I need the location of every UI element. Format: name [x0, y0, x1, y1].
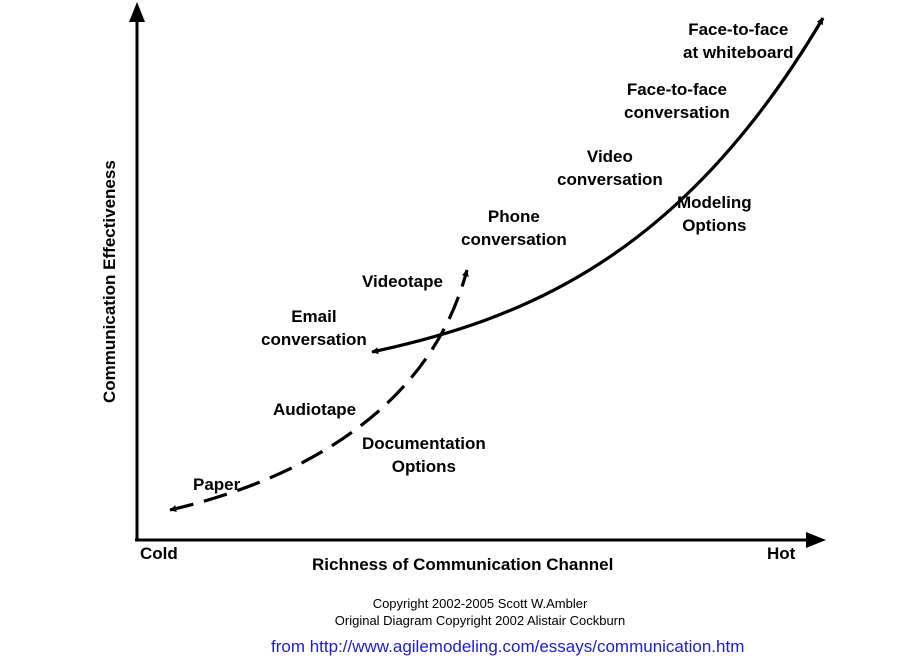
label-line: Video [586, 147, 633, 166]
label-line: Paper [193, 475, 241, 494]
copyright-line: Original Diagram Copyright 2002 Alistair… [334, 613, 626, 628]
label-line: Modeling [677, 193, 752, 212]
label-line: Face-to-face [688, 20, 789, 39]
label-documentation-options: Documentation Options [362, 432, 486, 478]
label-line: Face-to-face [626, 80, 727, 99]
documentation-options-curve [169, 269, 469, 512]
label-line: Phone [487, 207, 540, 226]
x-axis-title: Richness of Communication Channel [312, 555, 614, 574]
label-audiotape: Audiotape [273, 398, 356, 421]
source-link[interactable]: from http://www.agilemodeling.com/essays… [271, 637, 745, 656]
y-axis-title: Communication Effectiveness [100, 160, 119, 403]
x-axis-arrowhead [806, 532, 826, 548]
label-phone-conversation: Phone conversation [461, 205, 567, 251]
y-axis-arrowhead [129, 2, 145, 22]
label-video-conversation: Video conversation [557, 145, 663, 191]
x-axis-hot-label: Hot [767, 544, 796, 563]
label-line: conversation [624, 103, 730, 122]
label-line: Options [682, 216, 747, 235]
label-line: Email [291, 307, 337, 326]
label-paper: Paper [193, 473, 240, 496]
label-line: Documentation [362, 434, 486, 453]
copyright-notice: Copyright 2002-2005 Scott W.Ambler Origi… [300, 595, 660, 629]
x-axis-cold-label: Cold [140, 544, 178, 563]
label-videotape: Videotape [362, 270, 443, 293]
label-line: conversation [557, 170, 663, 189]
label-line: conversation [261, 330, 367, 349]
label-modeling-options: Modeling Options [677, 191, 752, 237]
copyright-line: Copyright 2002-2005 Scott W.Ambler [372, 596, 588, 611]
label-line: conversation [461, 230, 567, 249]
label-line: at whiteboard [683, 43, 794, 62]
label-email-conversation: Email conversation [261, 305, 367, 351]
label-face-to-face-whiteboard: Face-to-face at whiteboard [683, 18, 794, 64]
label-face-to-face-conversation: Face-to-face conversation [624, 78, 730, 124]
label-line: Audiotape [273, 400, 357, 419]
label-line: Options [391, 457, 456, 476]
label-line: Videotape [362, 272, 443, 291]
